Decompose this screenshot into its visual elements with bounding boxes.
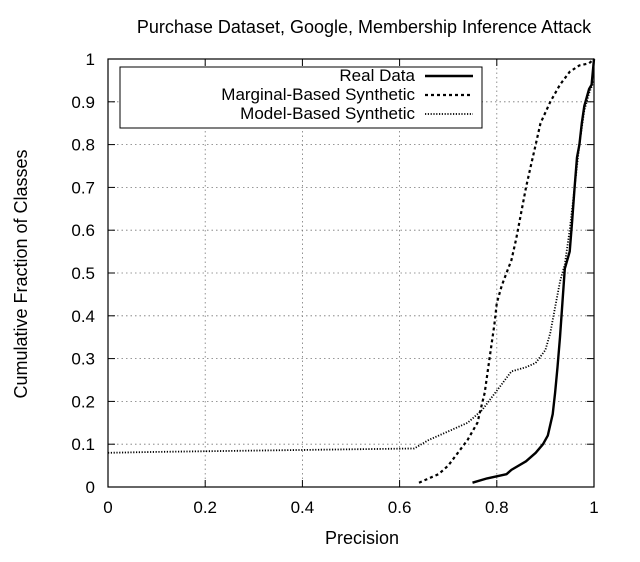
series-line-model-based-synthetic bbox=[107, 80, 595, 454]
y-tick-label: 0 bbox=[86, 478, 95, 497]
y-tick-label: 0.4 bbox=[71, 307, 95, 326]
x-tick-label: 0.8 bbox=[485, 498, 509, 517]
x-tick-label: 0.2 bbox=[193, 498, 217, 517]
y-tick-label: 0.7 bbox=[71, 178, 95, 197]
legend-label: Model-Based Synthetic bbox=[240, 104, 415, 123]
x-tick-label: 0.6 bbox=[388, 498, 412, 517]
axis-layer: 0 0.2 0.4 0.6 0.8 1 0 0.1 0.2 0.3 0.4 0.5 0.6 0.7 0.8 0… bbox=[71, 50, 598, 517]
legend-label: Marginal-Based Synthetic bbox=[221, 85, 415, 104]
y-tick-label: 0.1 bbox=[71, 435, 95, 454]
y-tick-label: 0.8 bbox=[71, 136, 95, 155]
x-tick-label: 0 bbox=[103, 498, 112, 517]
chart-title: Purchase Dataset, Google, Membership Inf… bbox=[137, 17, 592, 37]
y-tick-label: 0.2 bbox=[71, 392, 95, 411]
y-axis-label: Cumulative Fraction of Classes bbox=[11, 149, 31, 398]
series-line-real-data bbox=[472, 58, 596, 484]
y-tick-label: 0.9 bbox=[71, 93, 95, 112]
x-tick-label: 0.4 bbox=[291, 498, 315, 517]
legend-label: Real Data bbox=[339, 66, 415, 85]
y-tick-label: 1 bbox=[86, 50, 95, 69]
legend-box bbox=[119, 66, 483, 129]
series-line-marginal-based-synthetic bbox=[418, 58, 595, 484]
series-layer bbox=[107, 58, 596, 484]
x-axis-label: Precision bbox=[325, 528, 399, 548]
y-tick-label: 0.6 bbox=[71, 221, 95, 240]
y-tick-label: 0.3 bbox=[71, 350, 95, 369]
y-tick-label: 0.5 bbox=[71, 264, 95, 283]
x-tick-label: 1 bbox=[589, 498, 598, 517]
